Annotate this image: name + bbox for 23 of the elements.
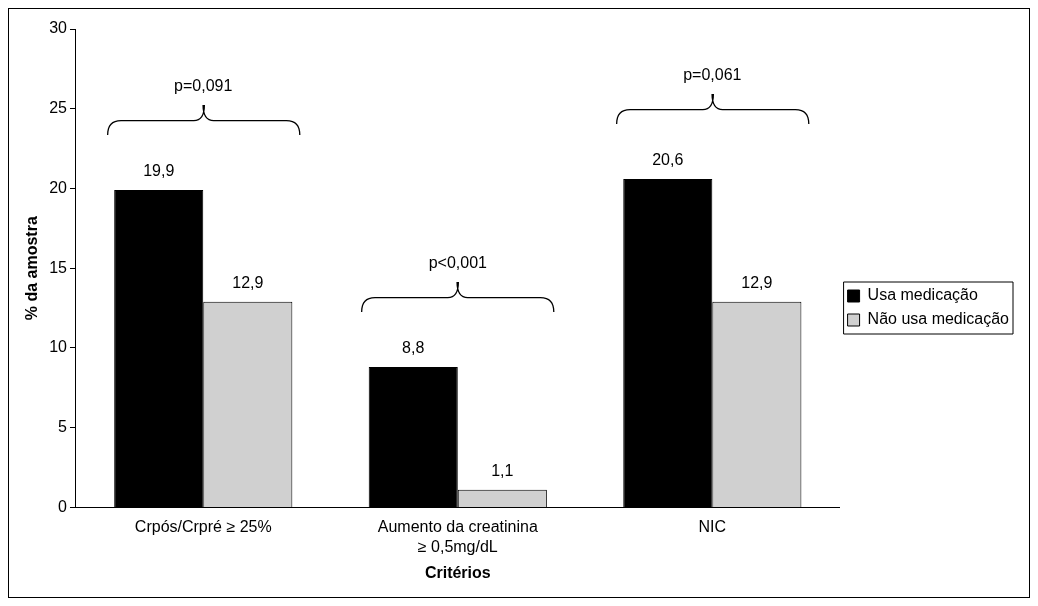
data-label: 19,9 <box>143 162 175 180</box>
x-tick-label: Crpós/Crpré ≥ 25% <box>134 518 272 536</box>
y-tick-label: 0 <box>58 497 68 515</box>
y-tick-label: 10 <box>49 338 68 356</box>
x-tick-label: Aumento da creatinina ≥ 0,5mg/dL <box>377 518 538 555</box>
y-tick-label: 5 <box>58 418 68 436</box>
y-tick-label: 25 <box>49 99 68 117</box>
data-label: 8,8 <box>402 339 425 357</box>
annotation: p=0,091 <box>174 77 233 95</box>
y-axis-title: % da amostra <box>23 216 41 321</box>
annotation: p<0,001 <box>428 254 488 272</box>
y-tick-label: 30 <box>49 19 68 37</box>
x-axis-title: Critérios <box>424 563 491 581</box>
legend-label: Usa medicação <box>867 286 978 304</box>
annotation: p=0,061 <box>683 66 742 84</box>
legend-label: Não usa medicação <box>867 310 1010 328</box>
data-label: 20,6 <box>652 151 684 169</box>
y-tick-label: 20 <box>49 178 68 196</box>
data-label: 12,9 <box>232 274 264 292</box>
y-tick-label: 15 <box>49 258 68 276</box>
data-label: 1,1 <box>491 462 514 480</box>
data-label: 12,9 <box>741 274 773 292</box>
x-tick-label: NIC <box>698 518 727 536</box>
